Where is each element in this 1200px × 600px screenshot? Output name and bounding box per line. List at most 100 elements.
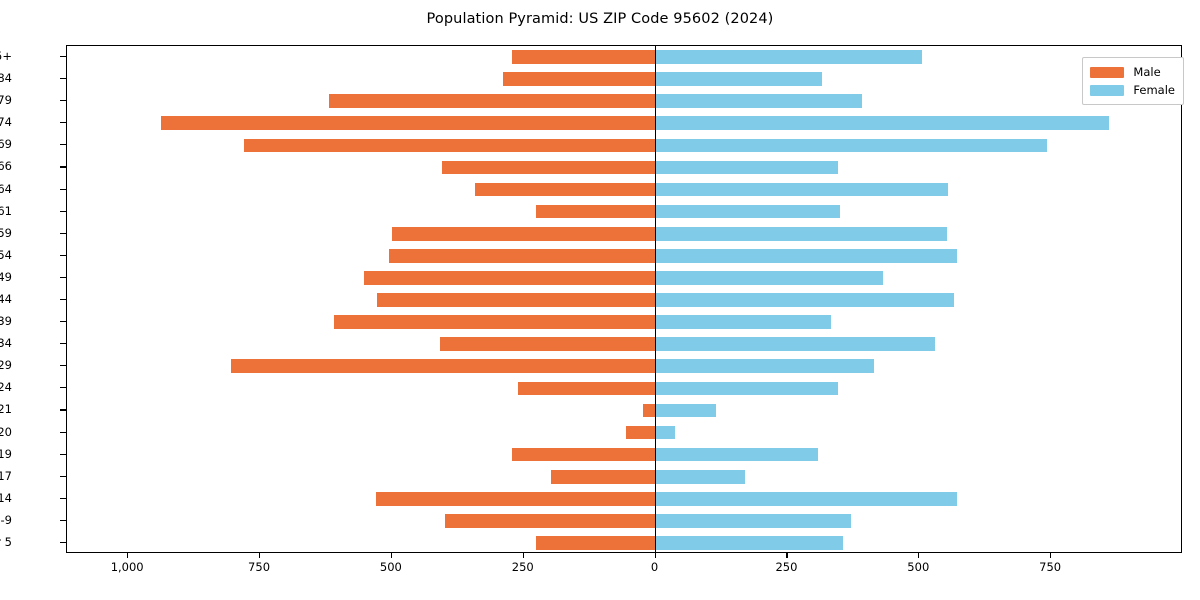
y-axis-tick-label: 40-44 — [0, 292, 12, 306]
bar-female — [655, 271, 884, 285]
bar-row — [67, 138, 1181, 153]
y-axis-tick-label: 85+ — [0, 49, 12, 64]
bar-female — [655, 514, 851, 528]
y-axis-tick-label: 15-17 — [0, 468, 12, 483]
bar-female — [655, 138, 1047, 153]
y-axis-tick-label: 80-84 — [0, 71, 12, 86]
bar-female — [655, 337, 936, 351]
y-axis-tick-label: 21 — [0, 402, 12, 417]
bar-female — [655, 204, 841, 219]
y-axis-tick-label: 55-59 — [0, 225, 12, 240]
y-axis-tick-mark — [60, 166, 66, 168]
bar-row — [67, 204, 1181, 219]
bar-row — [67, 72, 1181, 86]
y-axis-tick-label: 75-79 — [0, 93, 12, 108]
bar-male — [535, 536, 656, 550]
legend-label: Female — [1133, 83, 1175, 97]
y-axis-tick-mark — [60, 276, 66, 278]
y-axis-tick-mark — [60, 321, 66, 323]
x-axis-tick-label: 750 — [1039, 560, 1062, 574]
bar-row — [67, 447, 1181, 462]
bar-male — [364, 271, 656, 285]
bar-female — [655, 226, 947, 241]
legend-item[interactable]: Female — [1090, 81, 1175, 99]
bar-female — [655, 116, 1110, 131]
legend-swatch — [1090, 66, 1125, 78]
y-axis-tick-label: Under 5 — [0, 534, 12, 549]
bar-female — [655, 50, 922, 64]
y-axis-tick-mark — [60, 144, 66, 146]
bar-female — [655, 536, 843, 550]
bar-female — [655, 381, 838, 396]
y-axis-tick-mark — [60, 299, 66, 301]
y-axis-tick-mark — [60, 56, 66, 58]
y-axis-tick-label: 50-54 — [0, 247, 12, 262]
bar-male — [502, 72, 656, 86]
bar-male — [551, 469, 656, 484]
y-axis-tick-mark — [60, 254, 66, 256]
y-axis-tick-mark — [60, 541, 66, 544]
bar-row — [67, 271, 1181, 285]
x-axis-tick-mark — [918, 553, 920, 558]
x-axis-tick-label: 750 — [248, 560, 271, 574]
y-axis-tick-mark — [60, 343, 66, 345]
y-axis-tick-mark — [60, 409, 66, 411]
bar-male — [389, 248, 656, 263]
bar-male — [518, 381, 656, 396]
bar-male — [333, 315, 656, 329]
plot-area — [66, 45, 1182, 553]
bar-female — [655, 315, 831, 329]
bar-female — [655, 403, 717, 418]
x-axis-tick-mark — [654, 553, 656, 558]
bar-male — [475, 182, 656, 197]
y-axis-tick-mark — [60, 100, 66, 102]
y-axis-tick-label: 65-66 — [0, 159, 12, 174]
legend-swatch — [1090, 84, 1125, 96]
bar-row — [67, 359, 1181, 374]
bar-row — [67, 469, 1181, 484]
bar-male — [535, 204, 656, 219]
y-axis-tick-label: 62-64 — [0, 181, 12, 196]
x-axis-tick-mark — [259, 553, 261, 558]
bar-female — [655, 469, 746, 484]
y-axis-tick-mark — [60, 519, 66, 521]
bar-male — [161, 116, 656, 131]
legend-item[interactable]: Male — [1090, 63, 1175, 81]
y-axis-tick-label: 18-19 — [0, 446, 12, 461]
bar-female — [655, 293, 955, 307]
bar-row — [67, 381, 1181, 396]
y-axis-tick-mark — [60, 188, 66, 190]
bar-male — [441, 160, 656, 175]
bar-row — [67, 94, 1181, 109]
bar-row — [67, 160, 1181, 175]
bar-female — [655, 359, 874, 374]
y-axis-tick-label: 10-14 — [0, 490, 12, 505]
y-axis-tick-mark — [60, 365, 66, 367]
y-axis-tick-mark — [60, 431, 66, 433]
zero-axis-line — [654, 46, 657, 552]
bar-row — [67, 337, 1181, 351]
y-axis-tick-label: 5-9 — [0, 512, 12, 527]
bar-row — [67, 491, 1181, 506]
x-axis-tick-label: 250 — [775, 560, 798, 574]
y-axis-tick-mark — [60, 387, 66, 389]
bar-rows — [67, 46, 1181, 552]
bar-row — [67, 50, 1181, 64]
y-axis-tick-mark — [60, 78, 66, 80]
bar-row — [67, 182, 1181, 197]
bar-male — [511, 50, 656, 64]
y-axis-tick-label: 70-74 — [0, 115, 12, 130]
bar-male — [377, 293, 656, 307]
bar-male — [391, 226, 656, 241]
bar-male — [511, 447, 656, 462]
x-axis-tick-label: 1,000 — [110, 560, 144, 574]
bar-row — [67, 293, 1181, 307]
bar-female — [655, 72, 822, 86]
y-axis-tick-label: 25-29 — [0, 358, 12, 373]
bar-male — [375, 491, 656, 506]
chart-legend: Male Female — [1082, 57, 1184, 105]
bar-male — [626, 425, 656, 440]
bar-female — [655, 94, 863, 109]
bar-male — [444, 514, 656, 528]
